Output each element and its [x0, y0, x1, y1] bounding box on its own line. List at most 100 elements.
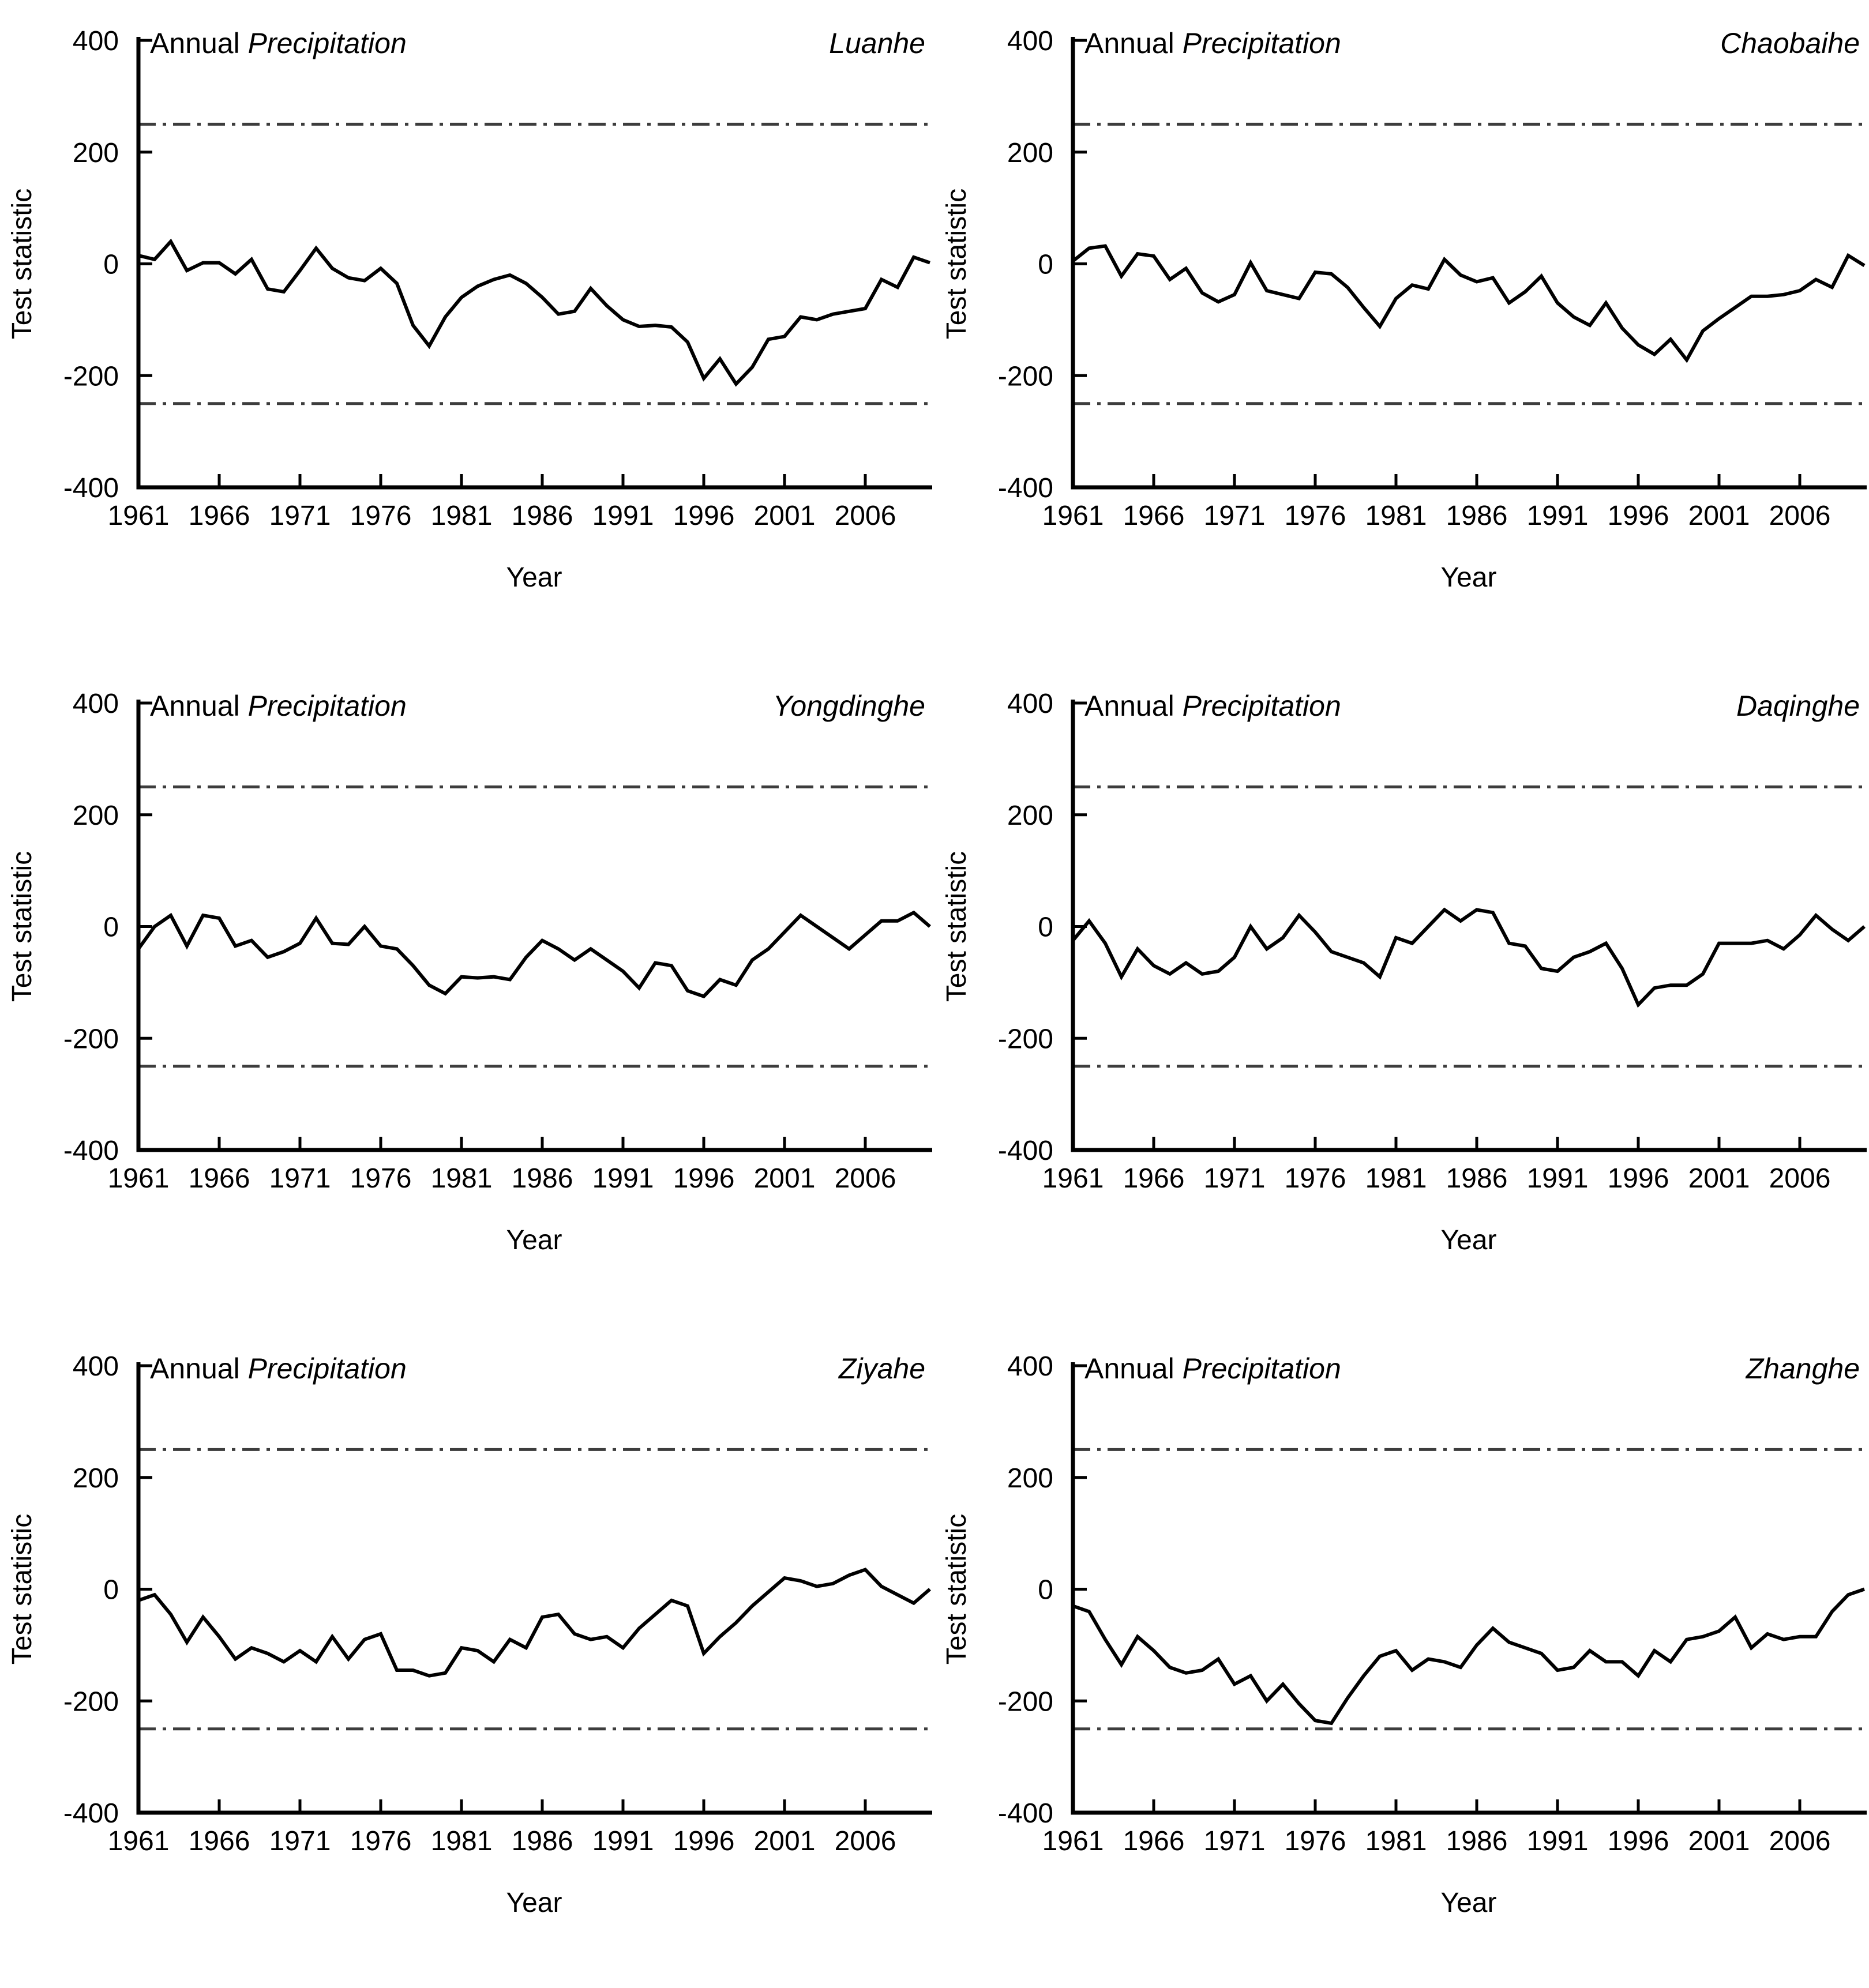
y-tick-label: 0: [103, 1575, 119, 1606]
y-tick-label: 0: [103, 250, 119, 280]
river-name-label: Ziyahe: [838, 1352, 925, 1385]
y-tick-label: -200: [63, 361, 119, 392]
chart-title: Annual Precipitation: [150, 27, 407, 59]
river-name-label: Zhanghe: [1746, 1352, 1860, 1385]
y-tick-label: 0: [103, 912, 119, 943]
test-statistic-series-line: [138, 238, 930, 387]
chart-panel-2: 400 200 0 -200 -400 1961 1966 1971 1976 1981 1986 1…: [934, 0, 1869, 663]
chart-title-regular: Annual: [1084, 27, 1174, 59]
x-tick-label: 2006: [835, 501, 896, 531]
y-tick-label: -400: [63, 473, 119, 503]
x-tick-label: 2006: [835, 1163, 896, 1194]
x-axis-title: Year: [506, 1888, 562, 1918]
test-statistic-series-line: [1072, 1587, 1865, 1726]
x-tick-label: 1986: [1446, 1826, 1508, 1857]
x-tick-label: 1991: [1527, 501, 1589, 531]
y-tick-label: 200: [73, 801, 119, 831]
x-tick-label: 2006: [835, 1826, 896, 1857]
x-tick-label: 2001: [1688, 501, 1750, 531]
y-tick-label: 200: [73, 1463, 119, 1494]
y-tick-label: -400: [998, 1136, 1053, 1166]
chart-title-variable: Precipitation: [248, 690, 407, 722]
x-axis-title: Year: [1441, 562, 1497, 593]
x-tick-label: 1961: [1042, 501, 1104, 531]
y-axis-title: Test statistic: [941, 1514, 972, 1664]
x-tick-label: 1976: [1285, 1163, 1346, 1194]
x-tick-label: 1966: [189, 501, 250, 531]
x-tick-label: 1966: [189, 1163, 250, 1194]
x-tick-label: 1981: [431, 501, 493, 531]
x-tick-label: 1996: [673, 1163, 735, 1194]
x-tick-label: 1981: [1365, 1163, 1427, 1194]
y-tick-label: 200: [1007, 801, 1053, 831]
river-name-label: Yongdinghe: [773, 690, 925, 722]
x-tick-label: 1981: [1365, 501, 1427, 531]
y-tick-label: 200: [73, 138, 119, 168]
y-tick-label: 200: [1007, 138, 1053, 168]
chart-panel-3: 400 200 0 -200 -400 1961 1966 1971 1976 1981 1986 1…: [0, 663, 934, 1325]
chart-title-regular: Annual: [1084, 1352, 1174, 1385]
test-statistic-series-line: [137, 910, 931, 999]
x-axis-title: Year: [1441, 1888, 1497, 1918]
y-axis-title: Test statistic: [7, 1514, 37, 1664]
x-tick-label: 1981: [431, 1163, 493, 1194]
y-axis-title: Test statistic: [941, 851, 972, 1002]
x-tick-label: 1996: [1608, 501, 1669, 531]
y-axis-title: Test statistic: [7, 189, 37, 339]
x-tick-label: 1986: [1446, 501, 1508, 531]
x-tick-label: 1971: [269, 501, 331, 531]
chart-title-variable: Precipitation: [1183, 1352, 1341, 1385]
x-tick-label: 1966: [1123, 501, 1185, 531]
x-tick-label: 1976: [1285, 501, 1346, 531]
x-tick-label: 1971: [269, 1826, 331, 1857]
x-tick-label: 1986: [512, 1163, 573, 1194]
x-tick-label: 1961: [108, 1826, 170, 1857]
x-axis-title: Year: [506, 562, 562, 593]
y-tick-label: -200: [63, 1024, 119, 1054]
river-name-label: Chaobaihe: [1720, 27, 1860, 59]
chart-title-regular: Annual: [1084, 690, 1174, 722]
y-tick-label: -400: [63, 1136, 119, 1166]
x-tick-label: 1996: [1608, 1163, 1669, 1194]
y-tick-label: -400: [998, 473, 1053, 503]
x-tick-label: 2006: [1769, 501, 1831, 531]
x-tick-label: 1991: [592, 1826, 654, 1857]
chart-title-regular: Annual: [150, 690, 240, 722]
x-tick-label: 1981: [1365, 1826, 1427, 1857]
x-tick-label: 1971: [269, 1163, 331, 1194]
y-axis-title: Test statistic: [7, 851, 37, 1002]
x-tick-label: 1981: [431, 1826, 493, 1857]
x-tick-label: 1976: [350, 1826, 412, 1857]
x-tick-label: 1971: [1204, 1163, 1266, 1194]
chart-panel-1: 400 200 0 -200 -400 1961 1966 1971 1976 1981 1986 1…: [0, 0, 934, 663]
x-tick-label: 2001: [754, 501, 816, 531]
x-tick-label: 1966: [1123, 1163, 1185, 1194]
x-tick-label: 1991: [1527, 1826, 1589, 1857]
x-tick-label: 2001: [754, 1826, 816, 1857]
y-tick-label: 400: [1007, 689, 1053, 719]
test-statistic-series-line: [138, 1568, 931, 1678]
y-tick-label: 0: [1038, 1575, 1053, 1606]
test-statistic-series-line: [1071, 907, 1866, 1008]
chart-title: Annual Precipitation: [1084, 1352, 1341, 1385]
y-tick-label: -200: [998, 361, 1053, 392]
x-tick-label: 1986: [512, 501, 573, 531]
y-tick-label: -200: [998, 1024, 1053, 1054]
y-tick-label: -200: [998, 1686, 1053, 1717]
y-tick-label: 400: [73, 26, 119, 57]
y-tick-label: 400: [73, 689, 119, 719]
x-tick-label: 1966: [1123, 1826, 1185, 1857]
y-tick-label: 0: [1038, 912, 1053, 943]
chart-title-variable: Precipitation: [248, 1352, 407, 1385]
chart-title-variable: Precipitation: [1183, 690, 1341, 722]
x-tick-label: 2006: [1769, 1163, 1831, 1194]
chart-title-regular: Annual: [150, 27, 240, 59]
x-tick-label: 1966: [189, 1826, 250, 1857]
x-tick-label: 1996: [1608, 1826, 1669, 1857]
